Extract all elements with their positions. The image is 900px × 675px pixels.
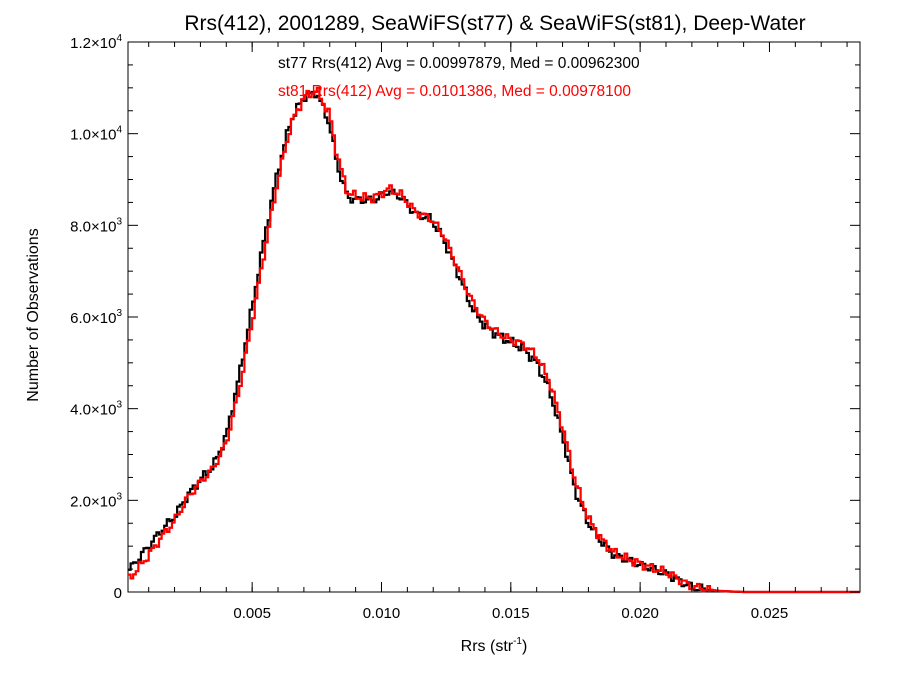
y-axis: 0 2.0×103 4.0×103 6.0×103 8.0×103 1.0×104 1.2×… <box>70 33 860 602</box>
series-line-st81 <box>128 86 860 594</box>
y-tick-label: 4.0×103 <box>70 400 122 419</box>
y-tick-label: 8.0×103 <box>70 216 122 235</box>
series-layer <box>128 86 860 594</box>
y-tick-label: 6.0×103 <box>70 308 122 327</box>
x-tick-label: 0.010 <box>363 605 401 622</box>
chart-title: Rrs(412), 2001289, SeaWiFS(st77) & SeaWi… <box>184 12 805 35</box>
x-axis-label: Rrs (str-1) <box>461 636 528 655</box>
x-tick-label: 0.005 <box>233 605 271 622</box>
stat-annotation-2: st81 Rrs(412) Avg = 0.0101386, Med = 0.0… <box>278 83 631 100</box>
x-tick-label: 0.020 <box>621 605 659 622</box>
y-tick-label: 1.2×104 <box>70 33 122 52</box>
x-axis: 0.005 0.010 0.015 0.020 0.025 <box>148 42 848 622</box>
x-tick-label: 0.015 <box>492 605 530 622</box>
y-tick-label: 0 <box>114 585 122 602</box>
plot-frame <box>127 41 861 593</box>
y-tick-label: 1.0×104 <box>70 125 122 144</box>
y-axis-label: Number of Observations <box>25 228 42 401</box>
y-tick-label: 2.0×103 <box>70 491 122 510</box>
annotations: st77 Rrs(412) Avg = 0.00997879, Med = 0.… <box>278 55 640 100</box>
x-tick-label: 0.025 <box>751 605 789 622</box>
series-line-st77 <box>128 90 860 594</box>
stat-annotation-1: st77 Rrs(412) Avg = 0.00997879, Med = 0.… <box>278 55 640 72</box>
